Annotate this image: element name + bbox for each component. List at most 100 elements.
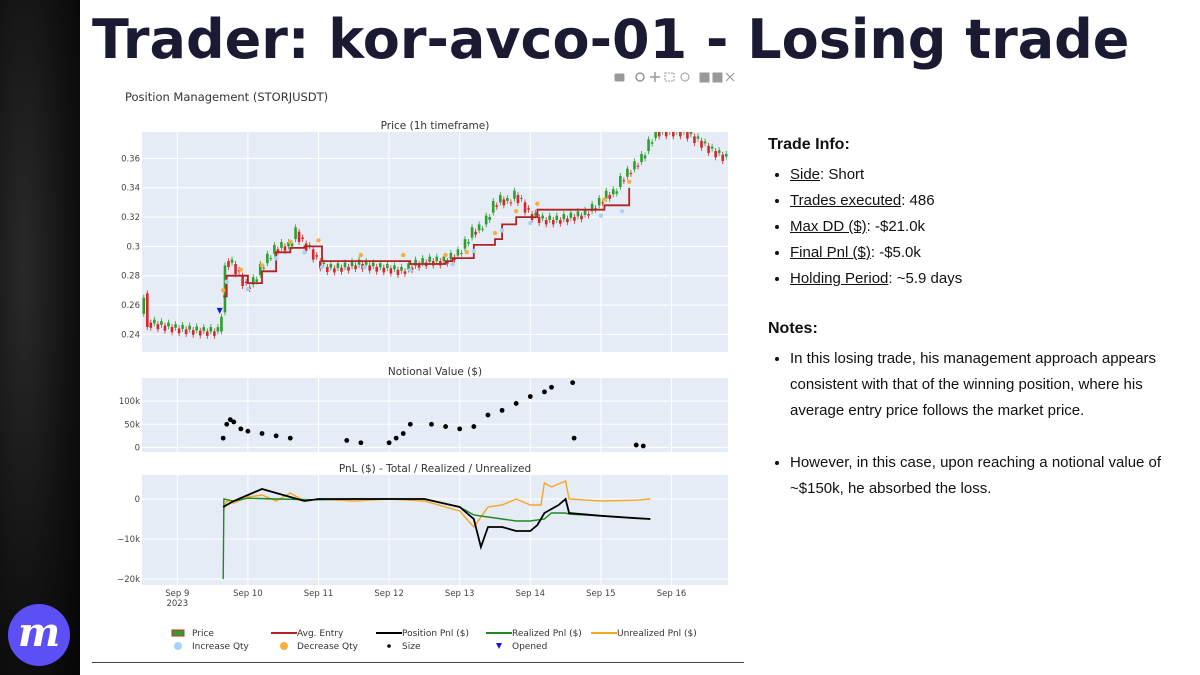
candle-body <box>583 209 587 215</box>
increase-qty-marker <box>619 209 625 214</box>
legend-item[interactable]: Increase Qty <box>174 642 250 652</box>
chart-panel: 0.36 0.34 0.32 0.3 0.28 0.26 0.24 Price (1h tim… <box>121 120 728 352</box>
legend-item[interactable]: Size <box>387 642 421 652</box>
candle-body <box>622 180 626 182</box>
logo-letter: m <box>17 609 61 656</box>
legend-swatch <box>387 644 391 648</box>
legend-label: Realized Pnl ($) <box>512 629 582 639</box>
size-point <box>513 401 519 406</box>
legend-item[interactable]: Unrealized Pnl ($) <box>591 629 697 639</box>
zoom-in-icon[interactable] <box>699 72 710 83</box>
candle-body <box>368 265 371 271</box>
chart-toolbar[interactable] <box>614 72 735 83</box>
x-tick-label: Sep 10 <box>233 589 263 599</box>
candle-body <box>311 249 315 260</box>
plot-background <box>142 475 728 585</box>
camera-icon[interactable] <box>614 73 625 82</box>
chart-panel: 100k 50k 0 Notional Value ($) <box>119 366 728 453</box>
chart-svg: Position Management (STORJUSDT) 0.36 0.34… <box>117 72 735 652</box>
candle-body <box>551 220 555 225</box>
candle-body <box>499 195 502 203</box>
legend-item[interactable]: Position Pnl ($) <box>376 629 469 639</box>
decrease-qty-marker <box>443 252 448 258</box>
legend-label: Avg. Entry <box>297 629 344 639</box>
y-tick-label: 100k <box>119 397 140 407</box>
candle-body <box>520 198 523 199</box>
divider-line <box>92 662 744 663</box>
trade-info-label: Max DD ($) <box>790 218 867 235</box>
candle-body <box>707 145 710 153</box>
candle-body <box>654 132 657 138</box>
legend-item[interactable]: Opened <box>496 642 547 652</box>
trade-info-item: Trades executed: 486 <box>790 188 1188 214</box>
candle-body <box>467 242 470 244</box>
trade-info-value: : -$21.0k <box>866 218 926 235</box>
candle-body <box>597 198 601 206</box>
reset-axes-icon[interactable] <box>725 72 735 82</box>
candle-body <box>290 243 294 247</box>
candle-body <box>421 258 424 264</box>
increase-qty-marker <box>499 228 505 233</box>
legend-label: Price <box>192 629 214 639</box>
candle-body <box>167 322 170 327</box>
slide-title: Trader: kor-avco-01 - Losing trade <box>92 8 1130 71</box>
size-point <box>471 424 477 429</box>
candle-body <box>626 168 629 177</box>
size-point <box>245 428 251 434</box>
candle-body <box>417 264 421 268</box>
zoom-icon[interactable] <box>635 72 645 82</box>
candle-body <box>255 279 259 282</box>
candle-body <box>276 249 280 253</box>
legend-item[interactable]: Price <box>171 629 214 639</box>
lasso-icon[interactable] <box>680 72 690 82</box>
decrease-qty-marker <box>513 208 519 214</box>
size-point <box>287 435 293 441</box>
trade-info-label: Side <box>790 166 821 183</box>
candle-body <box>393 265 396 270</box>
candle-body <box>590 203 594 212</box>
y-tick-label: 50k <box>124 420 140 430</box>
increase-qty-marker <box>224 279 229 284</box>
chart-legend[interactable]: Price Avg. Entry Position Pnl ($) Realized … <box>171 629 697 652</box>
candle-body <box>573 217 576 221</box>
candle-body <box>661 128 664 132</box>
legend-item[interactable]: Realized Pnl ($) <box>486 629 582 639</box>
candle-body <box>145 293 149 328</box>
candle-body <box>615 191 619 194</box>
size-point <box>485 412 491 418</box>
candle-body <box>683 128 686 132</box>
zoom-out-icon[interactable] <box>712 72 723 83</box>
legend-swatch <box>280 642 288 650</box>
candle-body <box>460 253 463 254</box>
trade-info-label: Final Pnl ($) <box>790 244 871 261</box>
candle-body <box>587 214 590 216</box>
trade-info-value: : 486 <box>901 192 935 209</box>
legend-item[interactable]: Avg. Entry <box>271 629 344 639</box>
candle-body <box>386 264 389 269</box>
candle-body <box>184 329 188 335</box>
legend-item[interactable]: Decrease Qty <box>280 642 359 652</box>
box-select-icon[interactable] <box>664 72 675 82</box>
candle-body <box>357 259 361 265</box>
y-tick-label: 0.28 <box>121 272 140 282</box>
candle-body <box>174 324 177 328</box>
candle-body <box>513 190 516 199</box>
candle-body <box>693 136 696 143</box>
panel-title: Price (1h timeframe) <box>381 120 490 132</box>
candle-body <box>223 265 227 313</box>
increase-qty-marker <box>302 250 307 255</box>
candle-body <box>636 165 640 167</box>
candle-body <box>555 215 559 220</box>
candle-body <box>407 263 410 270</box>
candle-body <box>619 176 622 187</box>
trade-info-label: Trades executed <box>790 192 902 209</box>
candle-body <box>534 212 537 216</box>
decrease-qty-marker <box>535 201 540 206</box>
pan-icon[interactable] <box>650 72 660 82</box>
candle-body <box>541 215 544 219</box>
candle-body <box>703 141 707 144</box>
candle-body <box>456 249 460 256</box>
decrease-qty-marker <box>492 230 498 236</box>
plot-background <box>142 378 728 452</box>
candle-body <box>378 263 382 268</box>
